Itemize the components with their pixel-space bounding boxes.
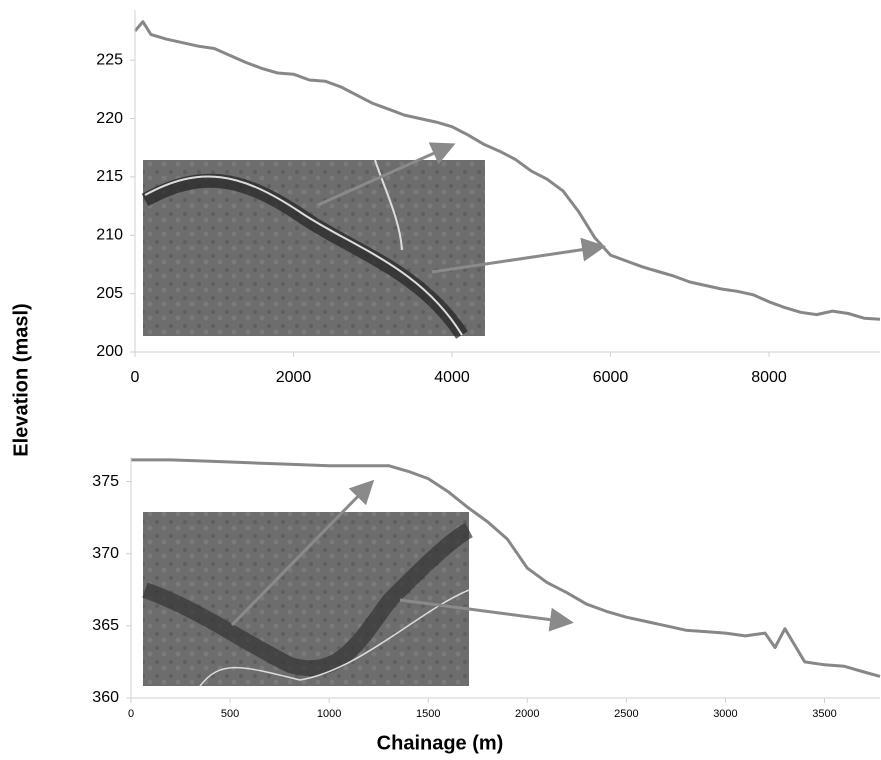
y-tick-label: 375 xyxy=(92,473,119,490)
arrows xyxy=(230,142,606,632)
line xyxy=(131,458,881,678)
y-tick-label: 200 xyxy=(96,343,123,360)
x-tick-label: 0 xyxy=(128,708,134,720)
x-tick-label: 0 xyxy=(131,369,140,386)
x-tick-label: 1500 xyxy=(416,708,440,720)
y-tick-label: 370 xyxy=(92,545,119,562)
line xyxy=(133,20,881,321)
x-tick-label: 1000 xyxy=(317,708,341,720)
x-tick-label: 3500 xyxy=(812,708,836,720)
x-tick-label: 4000 xyxy=(434,369,470,386)
x-axis-label: Chainage (m) xyxy=(377,732,504,754)
y-tick-label: 215 xyxy=(96,168,123,185)
x-tick-label: 2000 xyxy=(515,708,539,720)
y-tick-label: 205 xyxy=(96,285,123,302)
x-tick-label: 2500 xyxy=(614,708,638,720)
x-tick-label: 500 xyxy=(221,708,239,720)
y-tick-label: 220 xyxy=(96,110,123,127)
x-tick-label: 6000 xyxy=(593,369,629,386)
y-tick-label: 360 xyxy=(92,689,119,706)
inset-photo xyxy=(141,159,485,339)
inset-photo xyxy=(142,512,474,687)
x-tick-label: 8000 xyxy=(751,369,787,386)
y-axis-label: Elevation (masl) xyxy=(10,303,32,456)
y-tick-label: 210 xyxy=(96,226,123,243)
x-tick-label: 3000 xyxy=(713,708,737,720)
y-tick-label: 365 xyxy=(92,617,119,634)
x-tick-label: 2000 xyxy=(276,369,312,386)
y-tick-label: 225 xyxy=(96,51,123,68)
